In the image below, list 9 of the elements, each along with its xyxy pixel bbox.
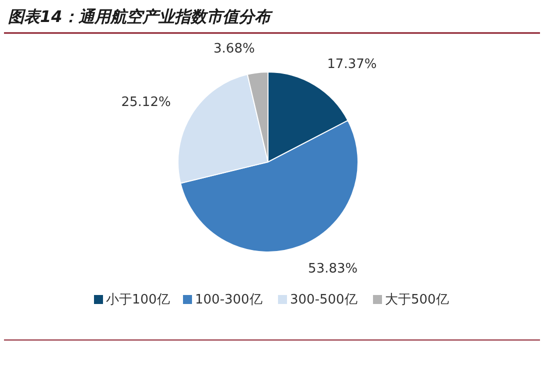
data-label: 17.37% [327, 57, 377, 72]
legend-label: 300-500亿 [290, 292, 358, 308]
data-label: 25.12% [121, 94, 171, 110]
legend-label: 小于100亿 [106, 292, 170, 308]
data-label: 3.68% [214, 41, 255, 56]
legend-label: 大于500亿 [385, 292, 449, 308]
chart-title: 图表14：通用航空产业指数市值分布 [8, 7, 274, 26]
data-label: 53.83% [308, 261, 358, 276]
legend-label: 100-300亿 [195, 292, 262, 308]
